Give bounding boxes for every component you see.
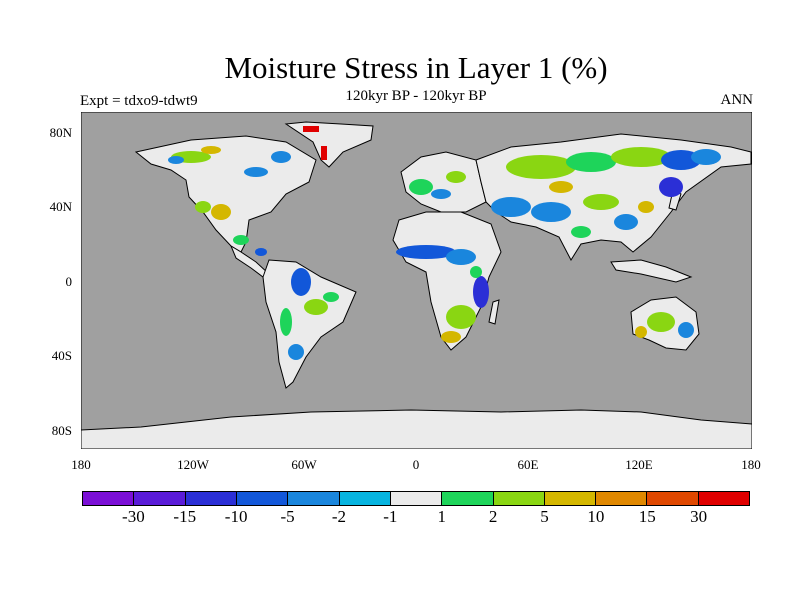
lat-tick-label: 80N bbox=[49, 125, 72, 140]
colorbar-swatch bbox=[288, 492, 340, 505]
colorbar-swatch bbox=[544, 492, 597, 505]
colorbar-label: 30 bbox=[690, 507, 708, 526]
colorbar-label: 1 bbox=[437, 507, 446, 526]
lat-tick-label: 0 bbox=[65, 274, 73, 289]
lon-tick-label: 60W bbox=[291, 457, 317, 472]
experiment-label: Expt = tdxo9-tdwt9 bbox=[80, 93, 198, 109]
colorbar-swatch bbox=[596, 492, 648, 505]
colorbar-swatch bbox=[442, 492, 494, 505]
lat-tick-label: 40S bbox=[51, 348, 72, 363]
plot-subtitle: 120kyr BP - 120kyr BP bbox=[345, 88, 487, 104]
indonesia bbox=[610, 259, 693, 283]
colorbar-label: -1 bbox=[383, 507, 398, 526]
colorbar-label: -5 bbox=[280, 507, 295, 526]
colorbar-label: 15 bbox=[638, 507, 656, 526]
colorbar-label: -15 bbox=[173, 507, 197, 526]
colorbar-label: -30 bbox=[122, 507, 145, 526]
lon-tick-label: 120W bbox=[177, 457, 209, 472]
anomaly-patches bbox=[168, 126, 721, 360]
colorbar-swatch bbox=[83, 492, 135, 505]
colorbar-swatch bbox=[698, 492, 750, 505]
south-america bbox=[262, 259, 357, 389]
colorbar-swatch bbox=[493, 492, 545, 505]
lon-tick-label: 180 bbox=[71, 457, 91, 472]
lon-tick-label: 180 bbox=[741, 457, 761, 472]
colorbar-swatch bbox=[236, 492, 289, 505]
colorbar bbox=[82, 491, 750, 506]
greenland bbox=[284, 121, 374, 168]
lat-tick-label: 40N bbox=[49, 199, 72, 214]
colorbar-label: 10 bbox=[587, 507, 605, 526]
antarctica bbox=[81, 409, 752, 449]
world-map bbox=[81, 112, 752, 449]
lon-tick-label: 60E bbox=[517, 457, 539, 472]
colorbar-label: 5 bbox=[540, 507, 549, 526]
colorbar-swatch bbox=[339, 492, 391, 505]
colorbar-swatch bbox=[390, 492, 443, 505]
colorbar-swatch bbox=[185, 492, 237, 505]
colorbar-label: -10 bbox=[224, 507, 248, 526]
lat-tick-label: 80S bbox=[51, 423, 72, 438]
lon-tick-label: 0 bbox=[412, 457, 420, 472]
colorbar-swatch bbox=[647, 492, 699, 505]
season-label: ANN bbox=[720, 92, 754, 108]
colorbar-swatch bbox=[134, 492, 186, 505]
colorbar-label: 2 bbox=[488, 507, 498, 526]
plot-title: Moisture Stress in Layer 1 (%) bbox=[224, 50, 608, 85]
lon-tick-label: 120E bbox=[625, 457, 653, 472]
colorbar-label: -2 bbox=[331, 507, 346, 526]
madagascar bbox=[488, 299, 500, 325]
